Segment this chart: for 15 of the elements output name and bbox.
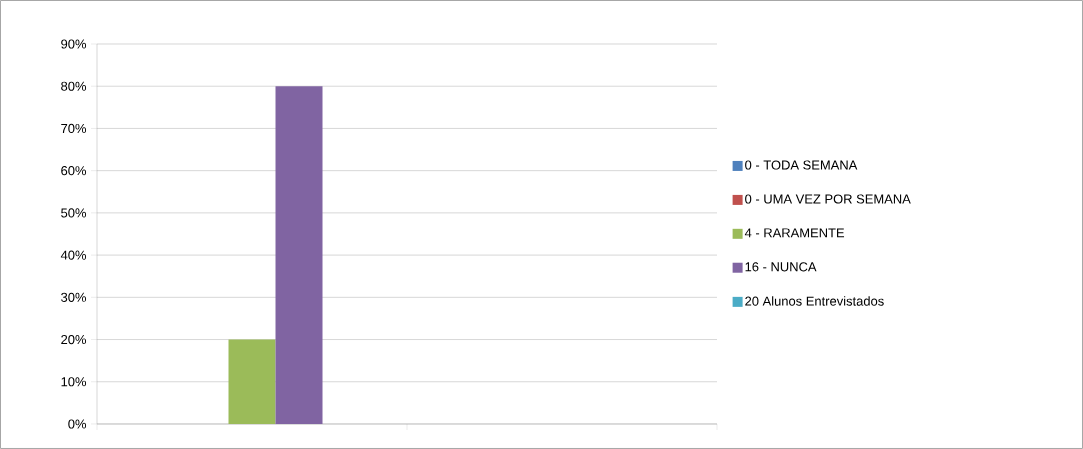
legend-label: 0 - UMA VEZ POR SEMANA [745, 194, 911, 204]
y-tick-label: 40% [60, 250, 87, 260]
legend-label: 4 - RARAMENTE [744, 228, 845, 238]
y-tick-label: 80% [61, 81, 87, 91]
y-tick-label: 30% [61, 292, 87, 302]
y-tick-label: 50% [61, 208, 87, 218]
y-tick-label: 10% [61, 377, 87, 387]
y-tick-label: 70% [61, 123, 87, 134]
y-tick-label: 0% [68, 419, 87, 429]
y-tick-label: 90% [61, 39, 87, 49]
legend-label: 20 Alunos Entrevistados [745, 296, 884, 306]
y-tick-label: 60% [61, 166, 87, 176]
legend-label: 0 - TODA SEMANA [745, 160, 858, 170]
legend-label: 16 - NUNCA [745, 262, 817, 272]
y-tick-label: 20% [61, 334, 87, 345]
